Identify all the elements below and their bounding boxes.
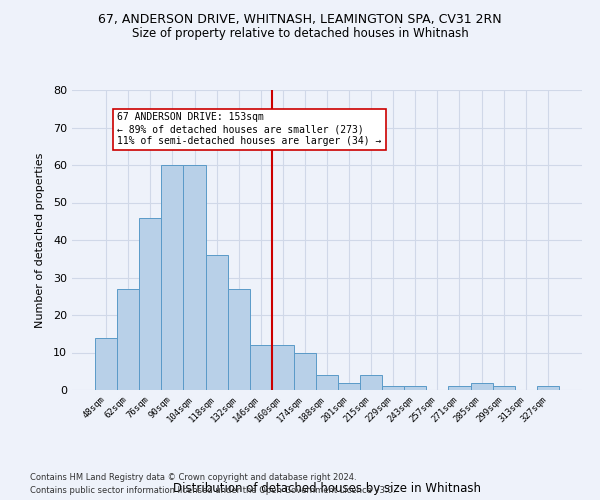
- Bar: [227, 289, 250, 390]
- Bar: [360, 375, 382, 390]
- Text: Size of property relative to detached houses in Whitnash: Size of property relative to detached ho…: [131, 28, 469, 40]
- Bar: [537, 386, 559, 390]
- Bar: [294, 352, 316, 390]
- Text: 67, ANDERSON DRIVE, WHITNASH, LEAMINGTON SPA, CV31 2RN: 67, ANDERSON DRIVE, WHITNASH, LEAMINGTON…: [98, 12, 502, 26]
- Bar: [470, 382, 493, 390]
- Text: Contains HM Land Registry data © Crown copyright and database right 2024.: Contains HM Land Registry data © Crown c…: [30, 474, 356, 482]
- Bar: [272, 345, 294, 390]
- Bar: [95, 338, 117, 390]
- Bar: [117, 289, 139, 390]
- Bar: [338, 382, 360, 390]
- Y-axis label: Number of detached properties: Number of detached properties: [35, 152, 44, 328]
- Bar: [206, 255, 227, 390]
- Text: Contains public sector information licensed under the Open Government Licence v3: Contains public sector information licen…: [30, 486, 395, 495]
- Bar: [316, 375, 338, 390]
- Bar: [448, 386, 470, 390]
- Bar: [382, 386, 404, 390]
- Bar: [250, 345, 272, 390]
- Bar: [161, 165, 184, 390]
- Bar: [404, 386, 427, 390]
- X-axis label: Distribution of detached houses by size in Whitnash: Distribution of detached houses by size …: [173, 482, 481, 496]
- Bar: [493, 386, 515, 390]
- Bar: [184, 165, 206, 390]
- Text: 67 ANDERSON DRIVE: 153sqm
← 89% of detached houses are smaller (273)
11% of semi: 67 ANDERSON DRIVE: 153sqm ← 89% of detac…: [117, 112, 382, 146]
- Bar: [139, 218, 161, 390]
